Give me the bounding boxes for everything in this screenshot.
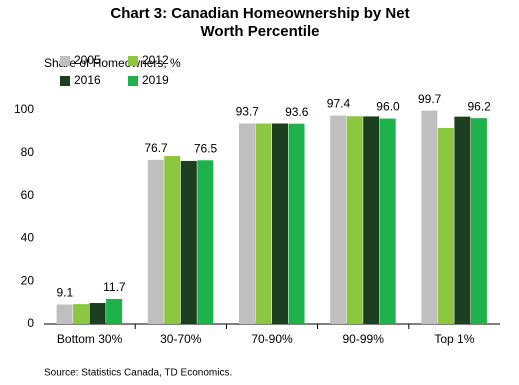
data-label: 9.1 — [57, 286, 74, 300]
bar — [288, 123, 305, 324]
bar — [454, 116, 471, 324]
bar — [73, 304, 90, 324]
bar — [379, 118, 396, 324]
source: Source: Statistics Canada, TD Economics. — [44, 368, 232, 379]
y-tick-label: 100 — [14, 102, 34, 116]
data-label: 96.0 — [376, 100, 400, 114]
bar — [421, 110, 438, 324]
bar — [147, 159, 164, 324]
x-tick-label: 70-90% — [251, 332, 293, 346]
x-tick-label: Bottom 30% — [57, 332, 123, 346]
x-tick-label: 90-99% — [343, 332, 385, 346]
bar — [56, 304, 73, 324]
y-tick-label: 80 — [21, 145, 35, 159]
bar — [330, 115, 347, 325]
legend-label: 2016 — [74, 73, 101, 87]
data-label: 76.5 — [194, 141, 218, 155]
bar — [437, 127, 454, 324]
data-label: 99.7 — [418, 92, 442, 106]
bar — [197, 160, 214, 324]
legend-label: 2019 — [142, 73, 169, 87]
bar — [164, 156, 181, 324]
bar — [239, 123, 255, 325]
y-tick-label: 20 — [21, 273, 35, 287]
y-tick-label: 0 — [27, 316, 34, 330]
legend-swatch — [60, 76, 70, 86]
bar — [106, 298, 123, 324]
legend-swatch — [128, 56, 138, 66]
data-label: 76.7 — [144, 141, 168, 155]
legend-label: 2005 — [74, 53, 101, 67]
bar — [255, 123, 272, 325]
y-tick-label: 60 — [21, 188, 35, 202]
chart-title: Chart 3: Canadian Homeownership by Net W… — [110, 5, 410, 40]
data-label: 97.4 — [327, 97, 351, 111]
bar — [470, 118, 487, 325]
data-label: 93.7 — [236, 105, 260, 119]
bar — [346, 116, 363, 325]
data-label: 96.2 — [467, 99, 491, 113]
legend-swatch — [60, 56, 70, 66]
legend-label: 2012 — [142, 53, 169, 67]
bar — [363, 116, 380, 324]
data-label: 93.6 — [285, 105, 309, 119]
bar — [89, 303, 106, 324]
y-tick-label: 40 — [21, 231, 35, 245]
legend-swatch — [128, 76, 138, 86]
data-label: 11.7 — [103, 280, 126, 294]
bar — [272, 123, 288, 325]
x-tick-label: 30-70% — [160, 332, 202, 346]
bar — [180, 160, 197, 324]
x-tick-label: Top 1% — [434, 332, 474, 346]
y-axis-label: Share of Homeowners, % — [44, 56, 181, 70]
